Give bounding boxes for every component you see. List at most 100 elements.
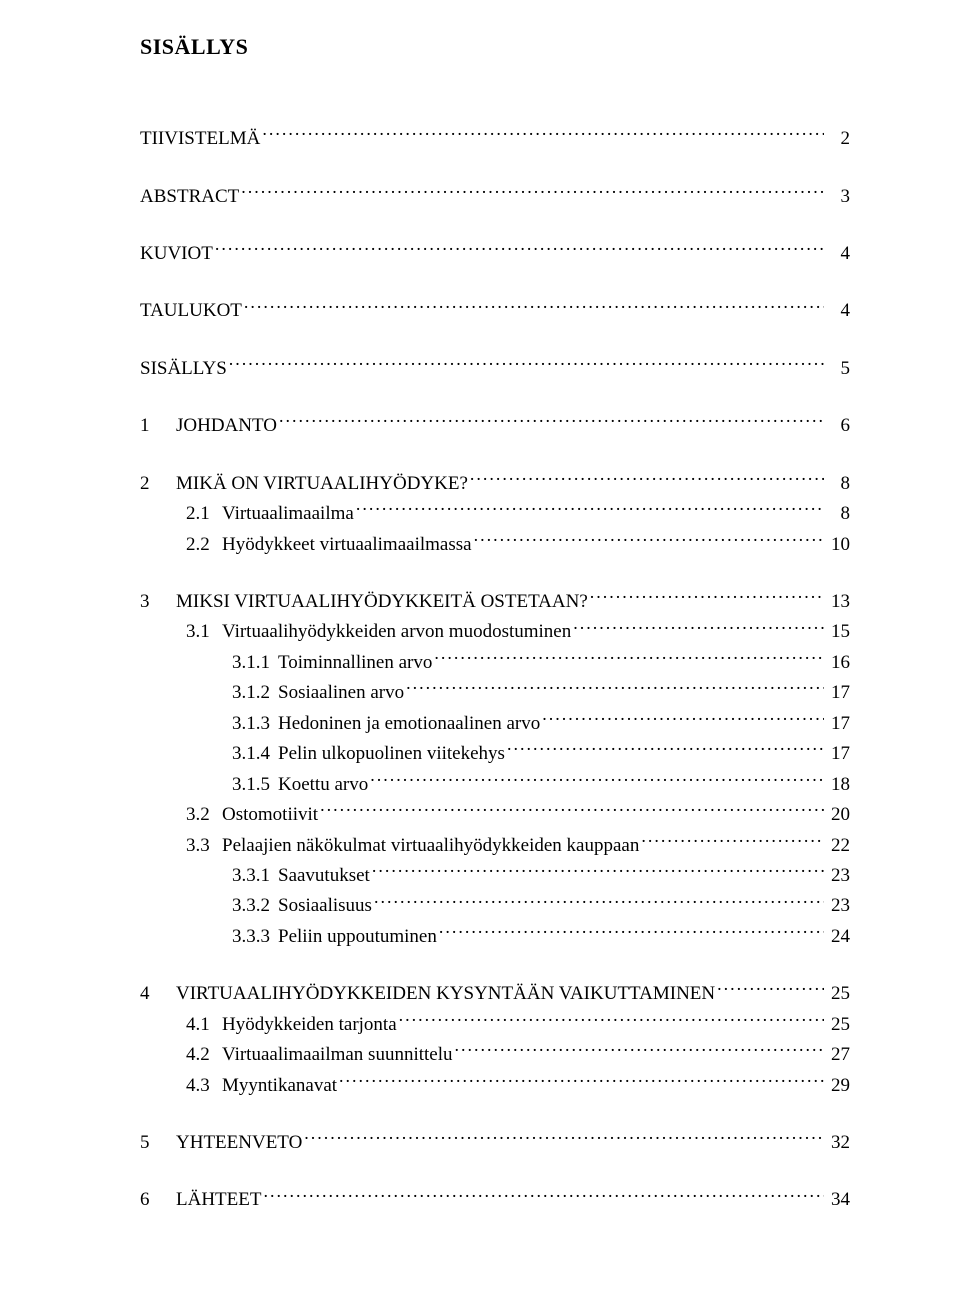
toc-entry: 3.1.4Pelin ulkopuolinen viitekehys 17	[140, 739, 850, 768]
toc-entry: TAULUKOT4	[140, 296, 850, 325]
toc-entry-number: 4.2	[186, 1040, 222, 1069]
toc-entry-page: 25	[826, 979, 850, 1008]
toc-entry-label: ABSTRACT	[140, 182, 239, 211]
toc-entry: 3.3.3Peliin uppoutuminen 24	[140, 922, 850, 951]
toc-entry-label: Virtuaalimaailma	[222, 499, 354, 528]
toc-entry: 2.2Hyödykkeet virtuaalimaailmassa10	[140, 530, 850, 559]
toc-entry-number: 4	[140, 979, 176, 1008]
toc-leader-dots	[474, 531, 824, 550]
toc-gap	[140, 154, 850, 182]
toc-entry-label: Ostomotiivit	[222, 800, 318, 829]
toc-entry-page: 2	[826, 124, 850, 153]
toc-entry-number: 3.1.2	[232, 678, 278, 707]
toc-entry-page: 17	[826, 739, 850, 768]
toc-entry-number: 3.1.4	[232, 739, 278, 768]
toc-entry-page: 10	[826, 530, 850, 559]
toc-entry: 3.3.2Sosiaalisuus23	[140, 891, 850, 920]
toc-entry-page: 4	[826, 296, 850, 325]
toc-entry-label: Hyödykkeiden tarjonta	[222, 1010, 397, 1039]
toc-gap	[140, 1215, 850, 1216]
toc-leader-dots	[717, 980, 824, 999]
toc-entry: 4.1Hyödykkeiden tarjonta25	[140, 1010, 850, 1039]
toc-entry-page: 24	[826, 922, 850, 951]
toc-entry: 4.3Myyntikanavat29	[140, 1071, 850, 1100]
toc-leader-dots	[229, 355, 824, 374]
toc-entry: 2.1Virtuaalimaailma 8	[140, 499, 850, 528]
document-page: SISÄLLYS TIIVISTELMÄ2ABSTRACT3KUVIOT4TAU…	[0, 0, 960, 1315]
toc-leader-dots	[241, 183, 824, 202]
toc-leader-dots	[370, 771, 824, 790]
toc-entry-page: 8	[826, 469, 850, 498]
toc-leader-dots	[372, 862, 824, 881]
toc-leader-dots	[262, 125, 824, 144]
toc-leader-dots	[320, 801, 824, 820]
toc-entry-number: 3.3.1	[232, 861, 278, 890]
toc-entry-page: 22	[826, 831, 850, 860]
toc-gap	[140, 559, 850, 587]
toc-gap	[140, 211, 850, 239]
toc-entry-label: Koettu arvo	[278, 770, 368, 799]
toc-entry-label: MIKSI VIRTUAALIHYÖDYKKEITÄ OSTETAAN?	[176, 587, 588, 616]
toc-leader-dots	[399, 1011, 824, 1030]
toc-entry: 6LÄHTEET34	[140, 1185, 850, 1214]
toc-entry-page: 23	[826, 861, 850, 890]
toc-leader-dots	[244, 297, 824, 316]
toc-entry-number: 2.1	[186, 499, 222, 528]
toc-entry: 3.1Virtuaalihyödykkeiden arvon muodostum…	[140, 617, 850, 646]
page-title: SISÄLLYS	[140, 30, 850, 64]
toc-leader-dots	[263, 1186, 824, 1205]
toc-entry-label: Sosiaalinen arvo	[278, 678, 404, 707]
toc-entry: 3.1.5Koettu arvo18	[140, 770, 850, 799]
toc-entry: 3.3.1Saavutukset23	[140, 861, 850, 890]
toc-entry-page: 8	[826, 499, 850, 528]
toc-entry: 4VIRTUAALIHYÖDYKKEIDEN KYSYNTÄÄN VAIKUTT…	[140, 979, 850, 1008]
toc-entry-number: 4.3	[186, 1071, 222, 1100]
toc-entry-page: 4	[826, 239, 850, 268]
toc-leader-dots	[304, 1129, 824, 1148]
toc-entry-number: 2.2	[186, 530, 222, 559]
toc-entry-number: 3.1.1	[232, 648, 278, 677]
toc-entry: KUVIOT4	[140, 239, 850, 268]
toc-entry-page: 6	[826, 411, 850, 440]
toc-gap	[140, 268, 850, 296]
toc-entry-label: YHTEENVETO	[176, 1128, 302, 1157]
toc-gap	[140, 383, 850, 411]
toc-entry: 3.1.2Sosiaalinen arvo17	[140, 678, 850, 707]
toc-leader-dots	[641, 832, 824, 851]
toc-entry-number: 3	[140, 587, 176, 616]
toc-entry-label: Pelin ulkopuolinen viitekehys	[278, 739, 505, 768]
toc-entry-label: Virtuaalimaailman suunnittelu	[222, 1040, 453, 1069]
toc-leader-dots	[439, 923, 824, 942]
toc-entry-label: Peliin uppoutuminen	[278, 922, 437, 951]
toc-entry-label: TIIVISTELMÄ	[140, 124, 260, 153]
toc-leader-dots	[215, 240, 824, 259]
toc-entry-label: SISÄLLYS	[140, 354, 227, 383]
toc-entry: SISÄLLYS5	[140, 354, 850, 383]
toc-entry-page: 15	[826, 617, 850, 646]
toc-entry-page: 27	[826, 1040, 850, 1069]
toc-entry-number: 3.1.3	[232, 709, 278, 738]
toc-entry-page: 17	[826, 709, 850, 738]
toc-entry: 3.2Ostomotiivit20	[140, 800, 850, 829]
toc-entry-number: 3.3.3	[232, 922, 278, 951]
toc-entry-number: 3.1.5	[232, 770, 278, 799]
toc-leader-dots	[356, 500, 824, 519]
toc-entry-page: 32	[826, 1128, 850, 1157]
toc-entry-page: 16	[826, 648, 850, 677]
toc-entry: ABSTRACT3	[140, 182, 850, 211]
toc-entry-number: 3.3.2	[232, 891, 278, 920]
toc-gap	[140, 951, 850, 979]
toc-entry-number: 5	[140, 1128, 176, 1157]
toc-gap	[140, 1100, 850, 1128]
toc-entry-number: 3.2	[186, 800, 222, 829]
toc-entry-label: Hedoninen ja emotionaalinen arvo	[278, 709, 540, 738]
toc-entry: TIIVISTELMÄ 2	[140, 124, 850, 153]
toc-leader-dots	[455, 1041, 825, 1060]
toc-entry-page: 29	[826, 1071, 850, 1100]
toc-entry-label: Toiminnallinen arvo	[278, 648, 432, 677]
toc-entry: 5YHTEENVETO 32	[140, 1128, 850, 1157]
toc-leader-dots	[542, 710, 824, 729]
toc-entry-number: 1	[140, 411, 176, 440]
toc-entry-number: 2	[140, 469, 176, 498]
toc-leader-dots	[279, 412, 824, 431]
